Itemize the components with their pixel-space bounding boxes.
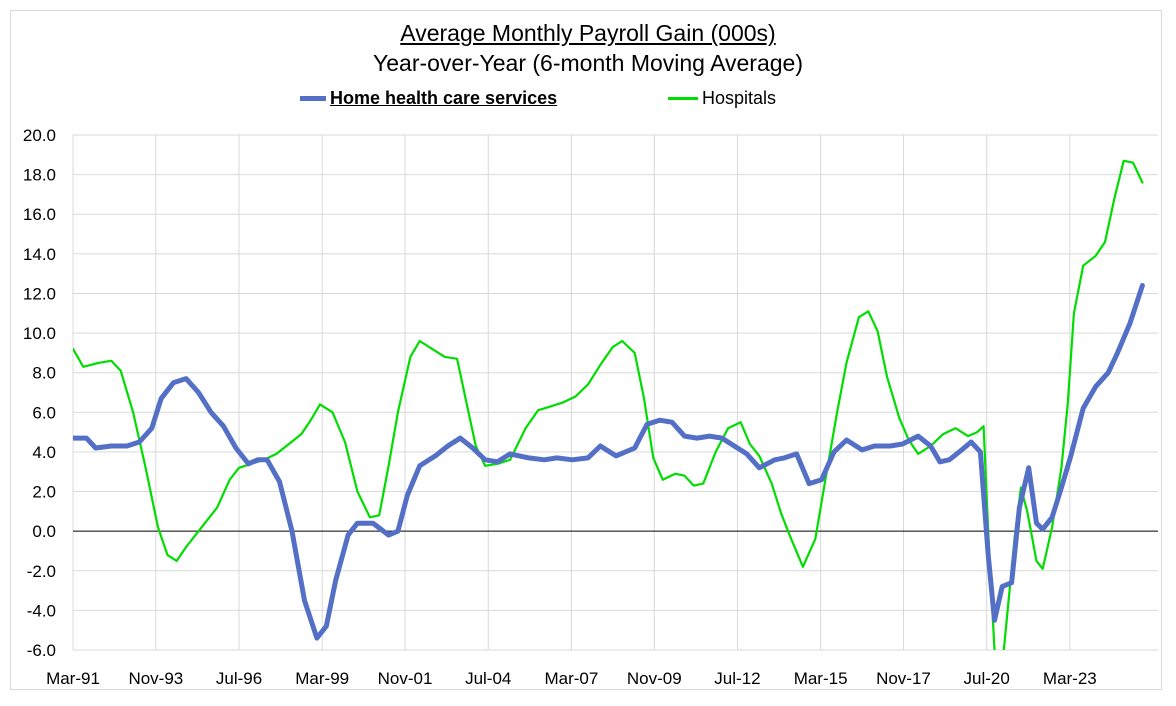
y-tick-label: 0.0 xyxy=(32,522,56,541)
y-tick-label: 16.0 xyxy=(23,205,56,224)
x-tick-label: Nov-09 xyxy=(627,669,682,688)
legend-item-hospitals: Hospitals xyxy=(668,88,776,109)
legend-swatch-home-health xyxy=(300,96,326,101)
chart-title: Average Monthly Payroll Gain (000s) xyxy=(400,20,776,46)
x-tick-label: Nov-01 xyxy=(378,669,433,688)
y-tick-label: -6.0 xyxy=(27,641,56,660)
legend-swatch-hospitals xyxy=(668,97,698,100)
y-tick-label: 10.0 xyxy=(23,324,56,343)
y-tick-label: -4.0 xyxy=(27,601,56,620)
x-tick-label: Mar-23 xyxy=(1043,669,1097,688)
x-tick-label: Jul-96 xyxy=(216,669,262,688)
x-tick-label: Nov-17 xyxy=(876,669,931,688)
x-tick-label: Jul-04 xyxy=(465,669,511,688)
y-tick-label: 2.0 xyxy=(32,483,56,502)
y-tick-label: 4.0 xyxy=(32,443,56,462)
y-tick-label: 8.0 xyxy=(32,364,56,383)
series-line-home-health xyxy=(73,283,1145,641)
y-tick-label: 18.0 xyxy=(23,166,56,185)
y-tick-label: -2.0 xyxy=(27,562,56,581)
legend: Home health care services Hospitals xyxy=(0,88,1176,112)
x-tick-label: Mar-15 xyxy=(794,669,848,688)
chart-subtitle: Year-over-Year (6-month Moving Average) xyxy=(373,50,803,76)
x-tick-label: Jul-12 xyxy=(714,669,760,688)
y-tick-label: 20.0 xyxy=(23,126,56,145)
chart-frame xyxy=(10,10,1162,690)
x-tick-label: Nov-93 xyxy=(128,669,183,688)
y-tick-label: 14.0 xyxy=(23,245,56,264)
x-tick-label: Mar-91 xyxy=(46,669,100,688)
x-tick-label: Jul-20 xyxy=(964,669,1010,688)
legend-label-home-health: Home health care services xyxy=(330,88,558,108)
legend-item-home-health: Home health care services xyxy=(300,88,557,109)
x-tick-label: Mar-99 xyxy=(295,669,349,688)
y-tick-label: 12.0 xyxy=(23,284,56,303)
y-tick-label: 6.0 xyxy=(32,403,56,422)
series-line-hospitals-segment-2 xyxy=(1002,159,1144,650)
legend-label-hospitals: Hospitals xyxy=(702,88,777,108)
x-tick-label: Mar-07 xyxy=(544,669,598,688)
series-line-hospitals xyxy=(73,310,996,650)
chart-title-block: Average Monthly Payroll Gain (000s) Year… xyxy=(0,18,1176,78)
